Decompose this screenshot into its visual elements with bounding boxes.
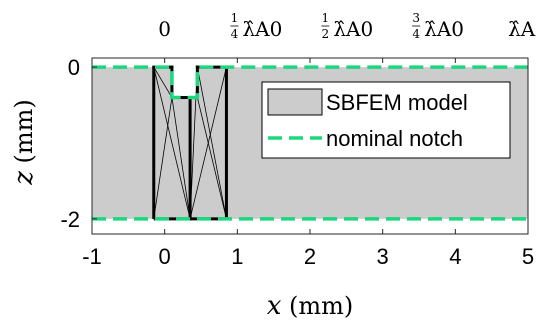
x-tick-label-6: 5 [522, 244, 534, 269]
y-axis-label: z (mm) [9, 99, 39, 186]
legend-swatch-0 [267, 88, 323, 116]
top-tick-label-3: 3 4 λ̂A0 [412, 11, 464, 41]
mesh-thin-line-6 [196, 67, 227, 219]
nominal-notch-top-line [92, 65, 528, 100]
x-axis-label: x (mm) [267, 291, 354, 321]
x-tick-label-3: 2 [304, 244, 316, 269]
mesh-thin-line-3 [171, 97, 191, 219]
x-tick-label-2: 1 [231, 244, 243, 269]
top-tick-text-1: λ̂A0 [243, 17, 283, 41]
top-tick-label-2: 1 2 λ̂A0 [321, 11, 373, 41]
top-tick-numerator-3: 3 [412, 11, 420, 25]
x-tick-label-0: -1 [82, 244, 102, 269]
legend-label-1: nominal notch [326, 126, 463, 151]
legend-label-0: SBFEM model [326, 90, 468, 115]
top-tick-text-0: 0 [158, 17, 171, 41]
top-tick-denominator-2: 2 [322, 27, 330, 41]
legend: SBFEM model nominal notch [261, 81, 511, 159]
top-tick-numerator-2: 1 [322, 11, 330, 25]
x-tick-label-1: 0 [159, 244, 171, 269]
top-tick-label-0: 0 [158, 17, 171, 41]
top-tick-denominator-3: 4 [412, 27, 420, 41]
top-tick-label-1: 1 4 λ̂A0 [230, 11, 283, 41]
y-tick-label-1: -2 [60, 207, 80, 232]
mesh-thin-line-2 [153, 97, 173, 219]
top-tick-text-2: λ̂A0 [333, 17, 373, 41]
x-tick-label-5: 4 [449, 244, 461, 269]
mesh-thin-line-7 [196, 97, 227, 219]
axes-layer [91, 57, 529, 235]
top-tick-text-4: λ̂A0 [508, 17, 536, 41]
top-tick-numerator-1: 1 [231, 11, 239, 25]
top-tick-label-4: λ̂A0 [508, 17, 536, 41]
y-tick-label-0: 0 [68, 55, 80, 80]
top-tick-denominator-1: 4 [231, 27, 239, 41]
mesh-thin-line-0 [153, 66, 173, 98]
top-tick-text-3: λ̂A0 [424, 17, 464, 41]
mesh-thin-line-8 [189, 67, 227, 219]
x-tick-label-4: 3 [377, 244, 389, 269]
mesh-thin-line-1 [153, 67, 191, 219]
